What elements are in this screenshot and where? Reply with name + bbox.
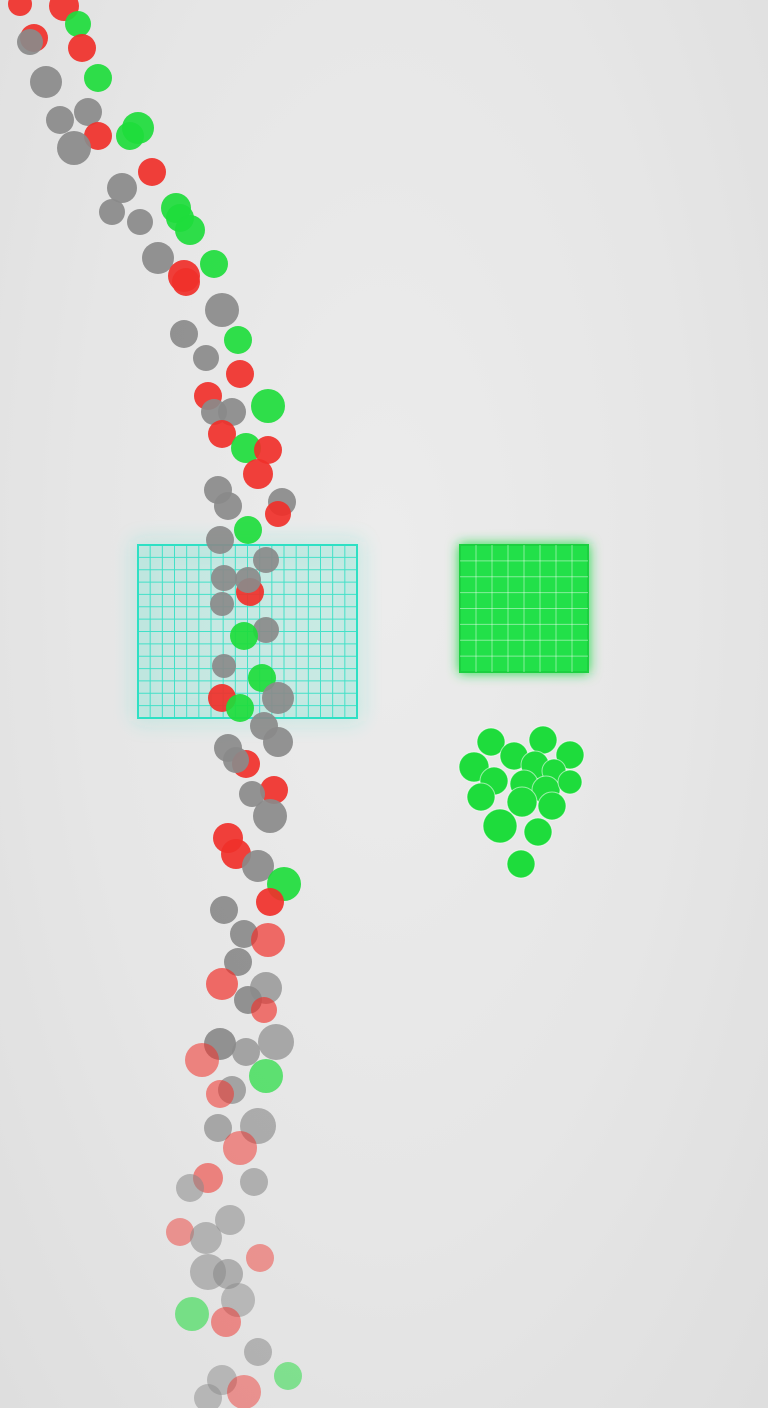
- gray-ball: [242, 850, 274, 882]
- red-ball: [243, 459, 273, 489]
- gray-ball: [74, 98, 102, 126]
- sorted-green-ball: [482, 808, 518, 844]
- red-ball: [265, 501, 291, 527]
- gray-ball: [99, 199, 125, 225]
- gray-ball: [204, 1114, 232, 1142]
- gray-ball: [170, 320, 198, 348]
- sorted-green-ball: [506, 786, 538, 818]
- gray-ball: [46, 106, 74, 134]
- green-ball: [84, 64, 112, 92]
- sorted-green-ball: [555, 740, 585, 770]
- green-ball: [175, 1297, 209, 1331]
- green-ball: [249, 1059, 283, 1093]
- gray-ball: [232, 1038, 260, 1066]
- gray-ball: [190, 1254, 226, 1290]
- red-ball: [226, 360, 254, 388]
- red-ball: [8, 0, 32, 16]
- sorted-green-ball: [523, 817, 553, 847]
- gray-ball: [258, 1024, 294, 1060]
- green-ball: [224, 326, 252, 354]
- green-collector-box[interactable]: [459, 544, 589, 673]
- gray-ball: [218, 398, 246, 426]
- green-ball: [251, 389, 285, 423]
- green-ball: [65, 11, 91, 37]
- sorted-green-ball: [557, 769, 583, 795]
- red-ball: [84, 122, 112, 150]
- gray-ball: [107, 173, 137, 203]
- gray-ball: [30, 66, 62, 98]
- gray-ball: [17, 29, 43, 55]
- red-ball: [68, 34, 96, 62]
- gray-ball: [223, 747, 249, 773]
- green-ball: [200, 250, 228, 278]
- sorted-green-pile: [458, 725, 585, 879]
- red-ball: [251, 923, 285, 957]
- gray-ball: [193, 345, 219, 371]
- green-ball: [122, 112, 154, 144]
- gray-ball: [190, 1222, 222, 1254]
- green-collector-grid: [460, 545, 588, 672]
- gray-ball: [176, 1174, 204, 1202]
- green-ball: [230, 622, 258, 650]
- gray-ball: [211, 565, 237, 591]
- green-ball: [175, 215, 205, 245]
- gray-ball: [240, 1168, 268, 1196]
- red-ball: [206, 1080, 234, 1108]
- red-ball: [251, 997, 277, 1023]
- sorted-green-ball: [537, 791, 567, 821]
- gray-ball: [253, 617, 279, 643]
- gray-ball: [262, 682, 294, 714]
- red-ball: [166, 1218, 194, 1246]
- red-ball: [223, 1131, 257, 1165]
- gray-ball: [224, 948, 252, 976]
- red-ball: [211, 1307, 241, 1337]
- gray-ball: [194, 1384, 222, 1408]
- sorted-green-ball: [466, 782, 496, 812]
- gray-ball: [253, 799, 287, 833]
- gray-ball: [205, 293, 239, 327]
- gray-ball: [206, 526, 234, 554]
- red-ball: [227, 1375, 261, 1408]
- red-ball: [260, 776, 288, 804]
- sorted-green-ball: [506, 849, 536, 879]
- red-ball: [138, 158, 166, 186]
- sorted-green-ball: [528, 725, 558, 755]
- gray-ball: [235, 567, 261, 593]
- gray-ball: [215, 1205, 245, 1235]
- sorted-green-ball: [476, 727, 506, 757]
- red-ball: [172, 268, 200, 296]
- gray-ball: [253, 547, 279, 573]
- gray-ball: [142, 242, 174, 274]
- green-ball: [234, 516, 262, 544]
- red-ball: [254, 436, 282, 464]
- gray-ball: [210, 592, 234, 616]
- gray-ball: [244, 1338, 272, 1366]
- gray-ball: [239, 781, 265, 807]
- green-ball: [226, 694, 254, 722]
- gray-ball: [263, 727, 293, 757]
- gray-ball: [212, 654, 236, 678]
- red-ball: [208, 420, 236, 448]
- gray-ball: [230, 920, 258, 948]
- gray-ball: [57, 131, 91, 165]
- red-ball: [246, 1244, 274, 1272]
- ball-stream: [8, 0, 302, 1408]
- red-ball: [256, 888, 284, 916]
- gray-ball: [214, 492, 242, 520]
- gray-ball: [210, 896, 238, 924]
- green-ball: [231, 433, 261, 463]
- red-ball: [185, 1043, 219, 1077]
- green-ball: [274, 1362, 302, 1390]
- gray-ball: [127, 209, 153, 235]
- red-ball: [206, 968, 238, 1000]
- green-collector-frame: [459, 544, 589, 673]
